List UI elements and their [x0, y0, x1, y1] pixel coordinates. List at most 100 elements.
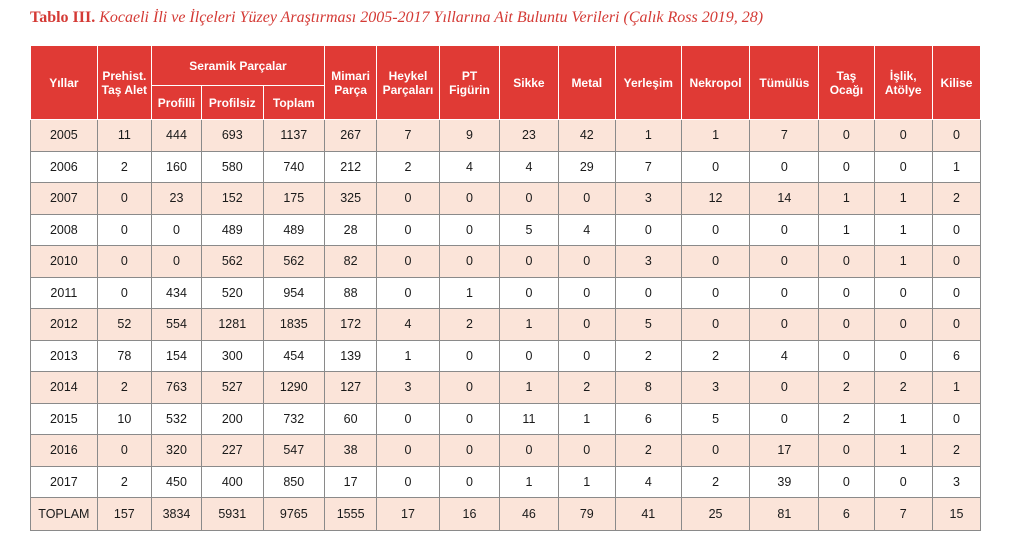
- table-cell: 0: [438, 245, 501, 278]
- table-cell: 0: [818, 245, 875, 278]
- table-cell: 82: [324, 245, 378, 278]
- table-cell: 4: [499, 150, 559, 183]
- table-cell: 0: [557, 339, 616, 372]
- table-cell: 0: [376, 245, 440, 278]
- table-cell: 1281: [201, 308, 264, 341]
- table-cell: 7: [614, 150, 682, 183]
- table-cell: 2: [438, 308, 501, 341]
- table-cell: 520: [201, 276, 264, 309]
- col-header-profilsiz: Profilsiz: [201, 85, 264, 120]
- table-cell: 693: [201, 119, 264, 152]
- table-cell: 3834: [150, 497, 203, 531]
- table-cell: 4: [438, 150, 501, 183]
- table-row: 2016 0 320 227 547 38 0 0 0 0 2 0 17 0 1 2: [30, 434, 982, 467]
- row-label-cell: TOPLAM: [30, 497, 98, 531]
- col-header-yillar: Yıllar: [30, 45, 98, 120]
- table-cell: 0: [680, 245, 751, 278]
- table-cell: 23: [150, 182, 203, 215]
- table-cell: 0: [557, 182, 616, 215]
- table-cell: 0: [818, 339, 875, 372]
- table-cell: 489: [201, 213, 264, 246]
- table-cell: 0: [96, 434, 152, 467]
- table-cell: 547: [262, 434, 326, 467]
- table-cell: 152: [201, 182, 264, 215]
- table-cell: 39: [749, 465, 820, 498]
- table-cell: 5: [499, 213, 559, 246]
- table-cell: 1137: [262, 119, 326, 152]
- table-cell: 0: [680, 308, 751, 341]
- table-cell: 0: [818, 465, 875, 498]
- table-cell: 1: [931, 371, 982, 404]
- table-cell: 200: [201, 402, 264, 435]
- table-cell: 1835: [262, 308, 326, 341]
- table-cell: 320: [150, 434, 203, 467]
- col-header-prehist: Prehist. Taş Alet: [96, 45, 152, 120]
- col-header-metal: Metal: [557, 45, 616, 120]
- table-cell: 0: [438, 434, 501, 467]
- table-cell: 0: [749, 245, 820, 278]
- col-header-islik: İşlik, Atölye: [873, 45, 933, 120]
- table-cell: 154: [150, 339, 203, 372]
- table-cell: 10: [96, 402, 152, 435]
- table-cell: 1: [614, 119, 682, 152]
- table-cell: 850: [262, 465, 326, 498]
- table-cell: 0: [376, 434, 440, 467]
- table-row: 2005 11 444 693 1137 267 7 9 23 42 1 1 7 0 0 0: [30, 119, 982, 152]
- table-cell: 15: [931, 497, 982, 531]
- table-cell: 0: [818, 119, 875, 152]
- table-cell: 17: [376, 497, 440, 531]
- table-cell: 1: [499, 465, 559, 498]
- row-label-cell: 2013: [30, 339, 98, 372]
- table-cell: 763: [150, 371, 203, 404]
- table-cell: 38: [324, 434, 378, 467]
- table-row: 2017 2 450 400 850 17 0 0 1 1 4 2 39 0 0 3: [30, 465, 982, 498]
- row-label-cell: 2005: [30, 119, 98, 152]
- table-cell: 2: [614, 434, 682, 467]
- table-cell: 527: [201, 371, 264, 404]
- row-label-cell: 2011: [30, 276, 98, 309]
- table-cell: 0: [680, 213, 751, 246]
- table-cell: 2: [614, 339, 682, 372]
- table-cell: 7: [873, 497, 933, 531]
- table-cell: 0: [438, 465, 501, 498]
- table-cell: 172: [324, 308, 378, 341]
- table-cell: 2: [557, 371, 616, 404]
- table-cell: 0: [96, 182, 152, 215]
- table-row: 2014 2 763 527 1290 127 3 0 1 2 8 3 0 2 2 1: [30, 371, 982, 404]
- col-header-nekropol: Nekropol: [680, 45, 751, 120]
- table-cell: 9765: [262, 497, 326, 531]
- table-cell: 0: [680, 434, 751, 467]
- findings-table: Yıllar Prehist. Taş Alet Seramik Parçala…: [30, 45, 982, 531]
- table-cell: 2: [680, 465, 751, 498]
- table-cell: 0: [499, 245, 559, 278]
- table-cell: 4: [749, 339, 820, 372]
- table-cell: 212: [324, 150, 378, 183]
- table-cell: 0: [499, 182, 559, 215]
- table-cell: 434: [150, 276, 203, 309]
- table-cell: 29: [557, 150, 616, 183]
- table-cell: 0: [931, 213, 982, 246]
- table-cell: 954: [262, 276, 326, 309]
- table-row: 2007 0 23 152 175 325 0 0 0 0 3 12 14 1 1 2: [30, 182, 982, 215]
- caption-title: Kocaeli İli ve İlçeleri Yüzey Araştırmas…: [99, 9, 764, 26]
- table-cell: 0: [438, 339, 501, 372]
- table-cell: 2: [680, 339, 751, 372]
- table-cell: 8: [614, 371, 682, 404]
- table-cell: 6: [818, 497, 875, 531]
- table-cell: 5: [680, 402, 751, 435]
- table-cell: 562: [262, 245, 326, 278]
- table-cell: 1: [873, 182, 933, 215]
- col-header-toplam: Toplam: [262, 85, 326, 120]
- col-header-tumulus: Tümülüs: [749, 45, 820, 120]
- table-cell: 267: [324, 119, 378, 152]
- table-cell: 12: [680, 182, 751, 215]
- row-label-cell: 2008: [30, 213, 98, 246]
- table-cell: 0: [376, 465, 440, 498]
- table-cell: 0: [614, 213, 682, 246]
- table-cell: 7: [376, 119, 440, 152]
- table-cell: 2: [873, 371, 933, 404]
- table-cell: 9: [438, 119, 501, 152]
- table-cell: 0: [96, 213, 152, 246]
- table-cell: 28: [324, 213, 378, 246]
- table-cell: 0: [376, 276, 440, 309]
